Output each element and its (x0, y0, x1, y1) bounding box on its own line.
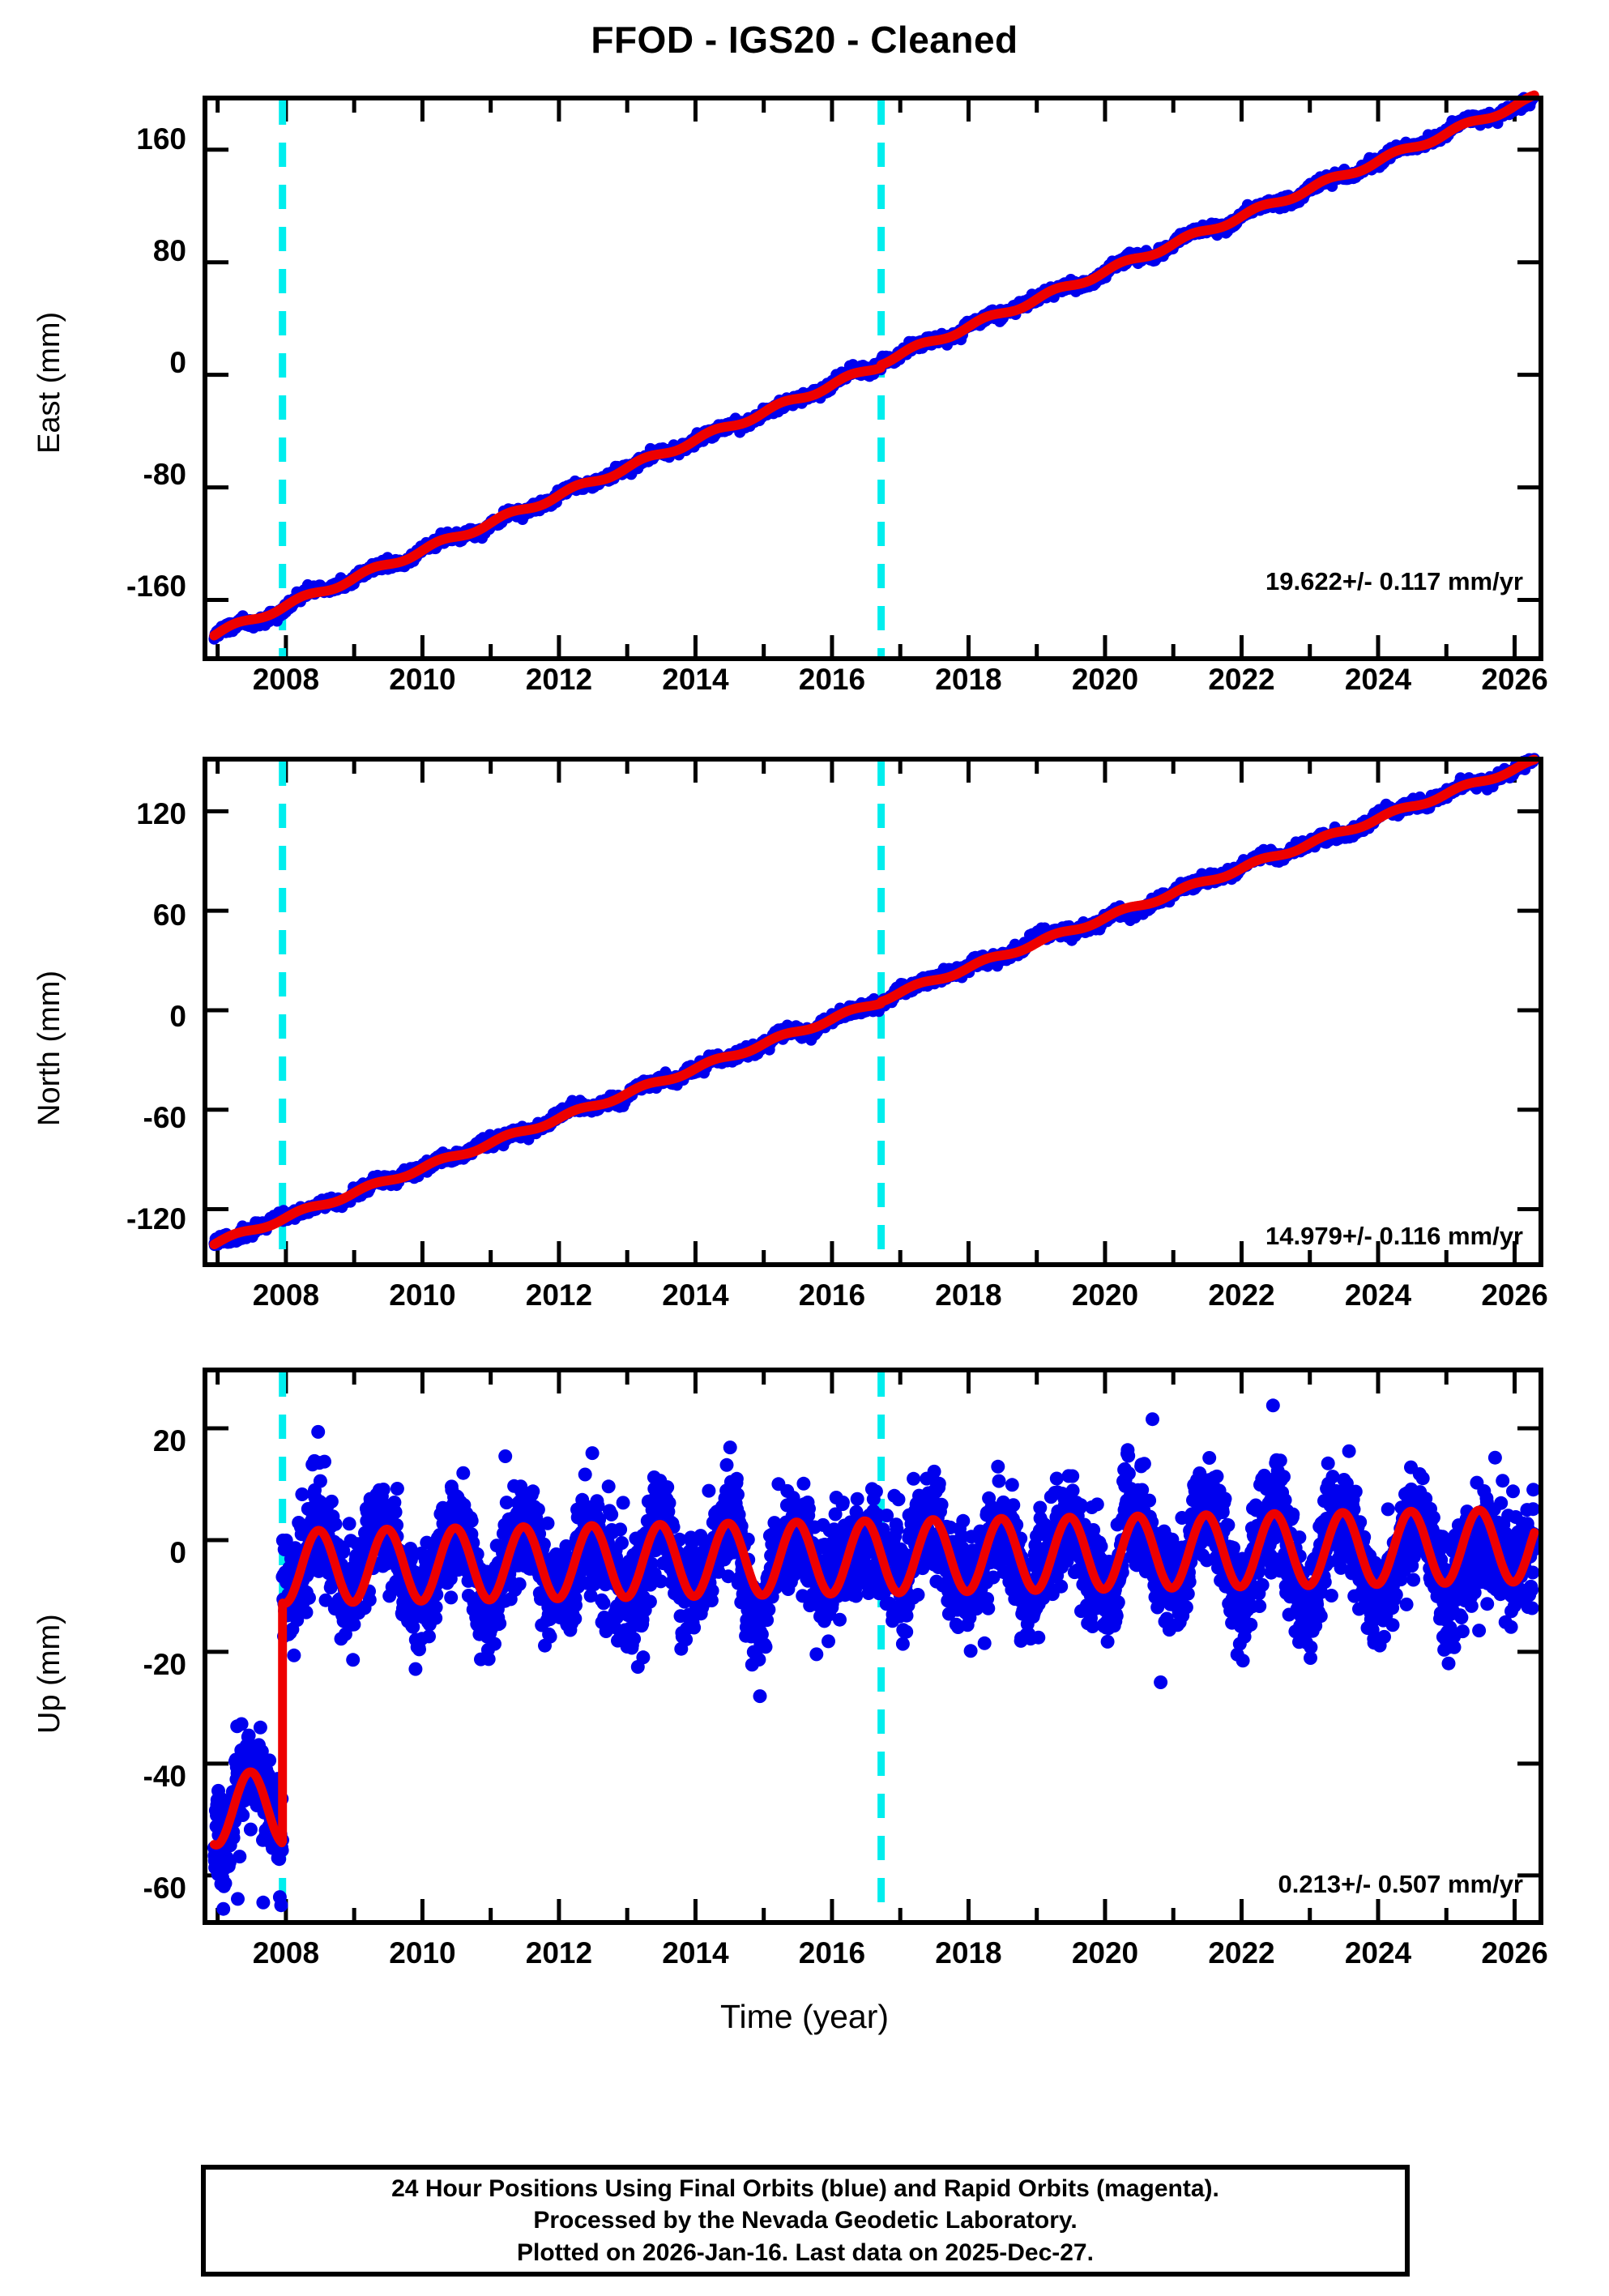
east-plot-canvas (207, 90, 1539, 656)
north-xtick-2008: 2008 (252, 1278, 320, 1312)
up-rate-annotation: 0.213+/- 0.507 mm/yr (1278, 1870, 1523, 1898)
north-ytick-2: 0 (169, 1000, 186, 1033)
north-xtick-2018: 2018 (935, 1278, 1002, 1312)
north-xtick-2022: 2022 (1208, 1278, 1275, 1312)
east-xtick-2026: 2026 (1481, 663, 1548, 696)
up-xtick-2018: 2018 (935, 1936, 1002, 1970)
up-xtick-2022: 2022 (1208, 1936, 1275, 1970)
north-xtick-2010: 2010 (389, 1278, 456, 1312)
east-event-lines (279, 100, 886, 656)
caption-line-1: 24 Hour Positions Using Final Orbits (bl… (391, 2174, 1219, 2202)
north-xtick-2016: 2016 (798, 1278, 866, 1312)
north-xtick-2020: 2020 (1071, 1278, 1139, 1312)
east-ytick-0: 160 (136, 122, 186, 156)
up-xtick-2026: 2026 (1481, 1936, 1548, 1970)
north-xtick-2012: 2012 (525, 1278, 593, 1312)
up-xtick-2010: 2010 (389, 1936, 456, 1970)
up-xtick-2012: 2012 (525, 1936, 593, 1970)
east-ytick-3: -80 (143, 458, 186, 491)
east-ytick-2: 0 (169, 346, 186, 379)
up-xtick-2008: 2008 (252, 1936, 320, 1970)
east-xtick-2008: 2008 (252, 663, 320, 696)
panel-up (203, 1368, 1543, 1925)
up-data-points (207, 1398, 1542, 1916)
north-ytick-0: 120 (136, 797, 186, 830)
north-model-fit (209, 754, 1539, 1250)
east-xtick-2024: 2024 (1344, 663, 1412, 696)
east-ytick-4: -160 (126, 570, 186, 603)
north-plot-canvas (207, 753, 1540, 1262)
east-plot-frame (203, 96, 1543, 661)
up-ytick-0: 20 (152, 1424, 186, 1457)
up-ytick-1: 0 (169, 1536, 186, 1569)
north-ytick-4: -120 (126, 1202, 186, 1235)
up-plot-canvas (207, 1372, 1542, 1920)
east-ytick-1: 80 (152, 234, 186, 267)
up-model-fit (209, 1505, 1539, 1850)
east-xtick-2018: 2018 (935, 663, 1002, 696)
north-axis-title: North (mm) (32, 970, 66, 1126)
east-xtick-2022: 2022 (1208, 663, 1275, 696)
caption-line-3: Plotted on 2026-Jan-16. Last data on 202… (517, 2238, 1094, 2266)
north-plot-frame (203, 757, 1543, 1267)
up-ytick-2: -20 (143, 1648, 186, 1681)
east-xtick-2012: 2012 (525, 663, 593, 696)
up-axis-title: Up (mm) (32, 1614, 66, 1734)
up-ytick-3: -40 (143, 1760, 186, 1793)
east-rate-annotation: 19.622+/- 0.117 mm/yr (1265, 567, 1523, 595)
xaxis-title: Time (year) (719, 1998, 890, 2035)
up-xtick-2014: 2014 (662, 1936, 729, 1970)
panel-north (203, 753, 1543, 1267)
east-tick-marks (207, 100, 1539, 656)
north-xtick-2014: 2014 (662, 1278, 729, 1312)
up-tick-marks (207, 1372, 1539, 1920)
east-axis-title: East (mm) (32, 311, 66, 454)
up-xtick-2024: 2024 (1344, 1936, 1412, 1970)
page-title: FFOD - IGS20 - Cleaned (591, 19, 1018, 61)
east-xtick-2020: 2020 (1071, 663, 1139, 696)
panel-east (203, 90, 1543, 661)
north-ytick-1: 60 (152, 898, 186, 932)
east-model-fit (209, 90, 1539, 641)
caption-box: 24 Hour Positions Using Final Orbits (bl… (201, 2165, 1410, 2277)
up-xtick-2020: 2020 (1071, 1936, 1139, 1970)
north-rate-annotation: 14.979+/- 0.116 mm/yr (1265, 1222, 1523, 1250)
north-xtick-2024: 2024 (1344, 1278, 1412, 1312)
north-ytick-3: -60 (143, 1101, 186, 1134)
north-xtick-2026: 2026 (1481, 1278, 1548, 1312)
north-tick-marks (207, 762, 1539, 1262)
east-xtick-2010: 2010 (389, 663, 456, 696)
up-xtick-2016: 2016 (798, 1936, 866, 1970)
up-ytick-4: -60 (143, 1871, 186, 1905)
up-plot-frame (203, 1368, 1543, 1925)
caption-line-2: Processed by the Nevada Geodetic Laborat… (533, 2207, 1078, 2234)
east-xtick-2014: 2014 (662, 663, 729, 696)
east-xtick-2016: 2016 (798, 663, 866, 696)
